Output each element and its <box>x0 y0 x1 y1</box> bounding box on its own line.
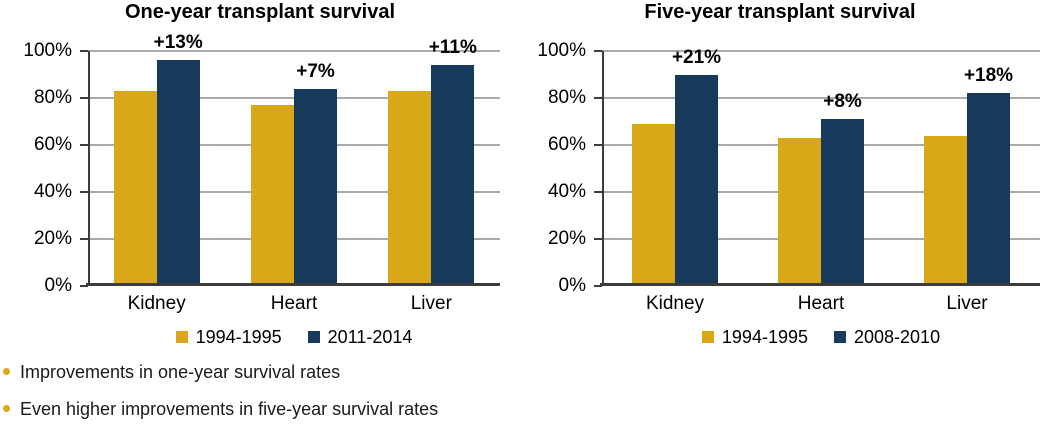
bar-annotation: +11% <box>428 37 477 59</box>
bar-liver-2008-2010 <box>967 93 1010 286</box>
y-axis-tick-label: 0% <box>558 275 586 296</box>
y-axis-tick-label: 40% <box>547 181 586 202</box>
y-axis-tick <box>594 50 602 52</box>
x-axis-labels: Kidney Heart Liver <box>602 292 1040 316</box>
chart-title: One-year transplant survival <box>124 1 396 23</box>
y-axis-tick-label: 20% <box>547 228 586 249</box>
x-axis-category-label: Heart <box>270 293 318 314</box>
y-axis-tick <box>594 238 602 240</box>
legend-swatch-icon <box>307 331 320 343</box>
y-axis-tick <box>80 144 88 146</box>
bar-kidney-1994-1995 <box>632 123 675 286</box>
x-axis-category-label: Liver <box>410 293 452 314</box>
bar-annotation: +13% <box>153 32 203 54</box>
y-axis-line <box>602 51 604 286</box>
list-item: Even higher improvements in five-year su… <box>0 397 620 419</box>
bullet-text: Even higher improvements in five-year su… <box>20 399 439 419</box>
gridline <box>88 50 500 52</box>
x-axis-category-label: Kidney <box>127 293 186 314</box>
bar-kidney-1994-1995 <box>113 90 157 286</box>
legend-label: 2011-2014 <box>327 327 413 347</box>
y-axis-tick <box>80 285 88 287</box>
x-axis-category-label: Heart <box>797 293 845 314</box>
legend-item: 2011-2014 <box>307 326 413 348</box>
bar-liver-2011-2014 <box>431 65 475 286</box>
chart-title: Five-year transplant survival <box>644 1 916 23</box>
y-axis-tick <box>80 50 88 52</box>
y-axis-tick-label: 40% <box>33 181 72 202</box>
legend-item: 2008-2010 <box>834 326 940 348</box>
gridline <box>602 50 1040 52</box>
bullet-icon <box>3 368 10 375</box>
bar-annotation: +21% <box>671 46 722 68</box>
y-axis-tick <box>80 97 88 99</box>
bullet-list: Improvements in one-year survival rates … <box>0 360 620 424</box>
x-axis-category-label: Kidney <box>645 293 705 314</box>
y-axis-tick <box>80 191 88 193</box>
y-axis-tick <box>594 191 602 193</box>
bar-heart-1994-1995 <box>778 137 821 286</box>
list-item: Improvements in one-year survival rates <box>0 360 620 382</box>
y-axis-line <box>88 51 90 286</box>
bullet-icon <box>3 405 10 412</box>
y-axis-tick <box>594 97 602 99</box>
y-axis-tick-label: 20% <box>33 228 72 249</box>
x-axis-line <box>600 283 1040 286</box>
y-axis-tick <box>594 144 602 146</box>
y-axis-tick-label: 80% <box>547 87 586 108</box>
bar-annotation: +18% <box>963 65 1014 87</box>
legend-swatch-icon <box>834 331 846 343</box>
legend: 1994-1995 2011-2014 <box>88 326 500 348</box>
legend: 1994-1995 2008-2010 <box>602 326 1040 348</box>
y-axis-tick <box>80 238 88 240</box>
legend-swatch-icon <box>175 331 188 343</box>
gridline <box>602 97 1040 99</box>
bar-annotation: +7% <box>296 60 335 82</box>
y-axis-tick-label: 100% <box>537 40 586 61</box>
y-axis-tick-label: 60% <box>547 134 586 155</box>
x-axis-line <box>86 283 500 286</box>
legend-label: 1994-1995 <box>195 327 282 347</box>
y-axis-tick-label: 0% <box>44 275 72 296</box>
bar-kidney-2008-2010 <box>675 74 718 286</box>
y-axis-tick-label: 100% <box>23 40 72 61</box>
bar-kidney-2011-2014 <box>156 60 200 286</box>
bar-annotation: +8% <box>823 91 862 113</box>
x-axis-labels: Kidney Heart Liver <box>88 292 500 316</box>
legend-item: 1994-1995 <box>175 326 282 348</box>
chart-five-year-survival: Five-year transplant survival 0% 20% 40% 60… <box>520 0 1040 352</box>
chart-one-year-survival: One-year transplant survival 0% 20% 40% 60%… <box>0 0 520 352</box>
bar-liver-1994-1995 <box>924 135 967 286</box>
legend-swatch-icon <box>701 331 714 343</box>
bar-heart-1994-1995 <box>251 105 294 286</box>
bar-liver-1994-1995 <box>388 90 432 286</box>
legend-label: 1994-1995 <box>721 327 808 347</box>
bullet-text: Improvements in one-year survival rates <box>20 362 341 382</box>
y-axis-tick-label: 60% <box>33 134 72 155</box>
y-axis-tick-label: 80% <box>33 87 72 108</box>
y-axis-tick <box>594 285 602 287</box>
plot-area: 0% 20% 40% 60% 80% 100% +13% +7% +11% <box>23 32 500 296</box>
plot-area: 0% 20% 40% 60% 80% 100% +21% +8% +18% <box>537 40 1040 296</box>
bar-heart-2008-2010 <box>821 119 864 286</box>
legend-item: 1994-1995 <box>701 326 808 348</box>
legend-label: 2008-2010 <box>854 327 941 347</box>
bar-heart-2011-2014 <box>294 88 337 286</box>
x-axis-category-label: Liver <box>946 293 988 314</box>
